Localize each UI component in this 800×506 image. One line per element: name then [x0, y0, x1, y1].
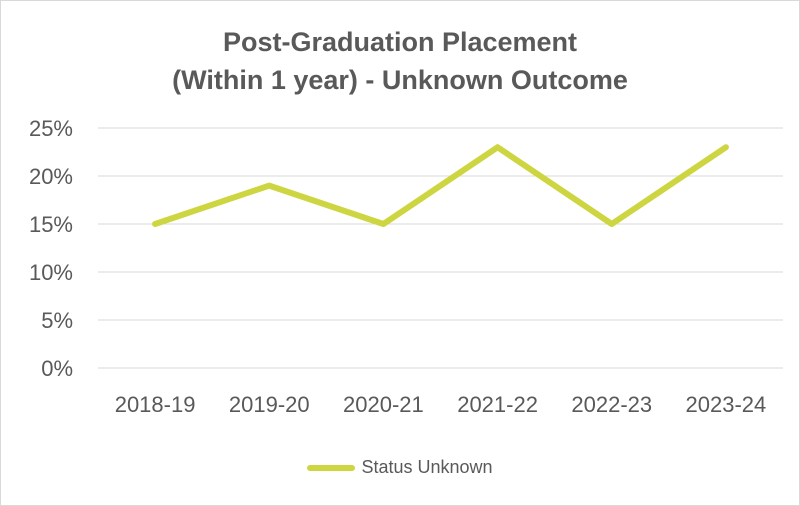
gridlines — [98, 127, 783, 369]
y-tick-label: 20% — [29, 164, 73, 189]
y-tick-label: 10% — [29, 260, 73, 285]
legend-label: Status Unknown — [361, 457, 493, 477]
y-tick-label: 0% — [41, 356, 73, 381]
y-tick-label: 25% — [29, 116, 73, 141]
y-tick-label: 15% — [29, 212, 73, 237]
x-tick-label: 2019-20 — [229, 392, 310, 417]
x-tick-label: 2021-22 — [457, 392, 538, 417]
chart-title: Post-Graduation Placement (Within 1 year… — [1, 23, 799, 99]
legend-swatch — [307, 464, 356, 471]
chart-title-line-2: (Within 1 year) - Unknown Outcome — [172, 65, 628, 95]
x-axis-tick-labels: 2018-19 2019-20 2020-21 2021-22 2022-23 2023-… — [115, 392, 767, 417]
y-axis-tick-labels: 0% 5% 10% 15% 20% 25% — [29, 116, 73, 381]
legend: Status Unknown — [1, 457, 799, 478]
y-tick-label: 5% — [41, 308, 73, 333]
series-line-status-unknown — [152, 144, 729, 227]
x-tick-label: 2020-21 — [343, 392, 424, 417]
series-layer — [152, 144, 729, 227]
x-tick-label: 2018-19 — [115, 392, 196, 417]
x-tick-label: 2022-23 — [571, 392, 652, 417]
x-tick-label: 2023-24 — [686, 392, 767, 417]
chart-title-line-1: Post-Graduation Placement — [222, 27, 578, 57]
